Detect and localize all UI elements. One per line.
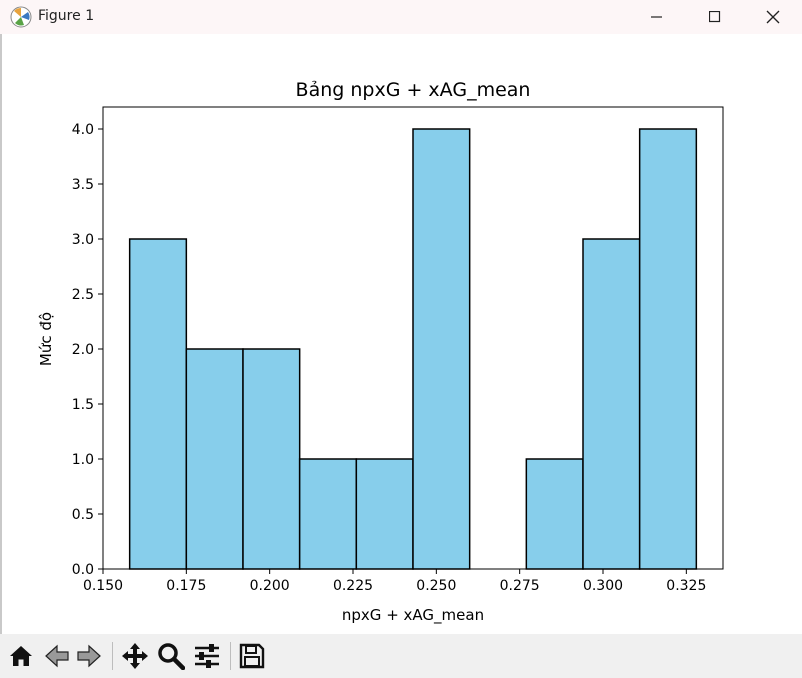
matplotlib-logo-icon — [10, 6, 32, 28]
x-tick-label-6: 0.300 — [583, 578, 623, 594]
histogram-chart: Bảng npxG + xAG_mean 0.150 0.175 0.200 0.22… — [37, 79, 724, 625]
histogram-bar-8 — [582, 238, 641, 570]
histogram-bar-7 — [525, 458, 584, 570]
y-axis-label: Mức độ — [37, 312, 55, 366]
window-title: Figure 1 — [38, 8, 95, 24]
back-icon — [45, 644, 69, 668]
histogram-bar-2 — [242, 348, 301, 570]
maximize-button[interactable] — [686, 0, 744, 34]
toolbar-separator — [112, 642, 113, 670]
forward-icon — [77, 644, 101, 668]
pan-icon — [122, 643, 148, 669]
x-axis: 0.150 0.175 0.200 0.225 0.250 0.275 0.300 0.325 — [83, 569, 706, 594]
window-edge — [0, 34, 2, 634]
y-tick-label-0: 0.0 — [72, 562, 94, 578]
zoom-button[interactable] — [156, 641, 186, 671]
x-tick-label-2: 0.200 — [250, 578, 290, 594]
y-tick-label-5: 2.5 — [72, 287, 94, 303]
y-axis: 0.0 0.5 1.0 1.5 2.0 2.5 3.0 3.5 4.0 — [72, 122, 103, 578]
home-icon — [10, 646, 32, 666]
configure-subplots-icon — [195, 644, 219, 668]
x-tick-label-0: 0.150 — [83, 578, 123, 594]
chart-title: Bảng npxG + xAG_mean — [296, 79, 531, 101]
y-tick-label-4: 2.0 — [72, 342, 94, 358]
x-axis-label: npxG + xAG_mean — [342, 606, 484, 625]
x-tick-label-5: 0.275 — [500, 578, 540, 594]
y-tick-label-3: 1.5 — [72, 397, 94, 413]
x-tick-label-1: 0.175 — [166, 578, 206, 594]
save-button[interactable] — [237, 641, 267, 671]
minimize-icon — [651, 16, 662, 18]
close-icon — [766, 10, 780, 24]
save-icon — [239, 643, 265, 669]
navigation-toolbar — [0, 634, 802, 678]
bars-group — [128, 128, 698, 570]
zoom-icon — [158, 643, 185, 670]
y-tick-label-7: 3.5 — [72, 177, 94, 193]
histogram-bar-1 — [185, 348, 244, 570]
x-tick-label-7: 0.325 — [666, 578, 706, 594]
histogram-bar-5 — [412, 128, 471, 570]
histogram-bar-9 — [638, 128, 698, 570]
minimize-button[interactable] — [628, 0, 686, 34]
toolbar-separator — [230, 642, 231, 670]
x-tick-label-3: 0.225 — [333, 578, 373, 594]
y-tick-label-1: 0.5 — [72, 507, 94, 523]
forward-button[interactable] — [74, 641, 104, 671]
window-titlebar: Figure 1 — [0, 0, 802, 34]
home-button[interactable] — [6, 641, 36, 671]
y-tick-label-8: 4.0 — [72, 122, 94, 138]
maximize-icon — [709, 11, 721, 23]
histogram-bar-0 — [128, 238, 188, 570]
x-tick-label-4: 0.250 — [416, 578, 456, 594]
y-tick-label-6: 3.0 — [72, 232, 94, 248]
histogram-bar-4 — [355, 458, 414, 570]
histogram-bar-3 — [298, 458, 358, 570]
close-button[interactable] — [744, 0, 802, 34]
plot-frame — [102, 106, 724, 570]
configure-subplots-button[interactable] — [192, 641, 222, 671]
y-tick-label-2: 1.0 — [72, 452, 94, 468]
pan-button[interactable] — [120, 641, 150, 671]
back-button[interactable] — [42, 641, 72, 671]
